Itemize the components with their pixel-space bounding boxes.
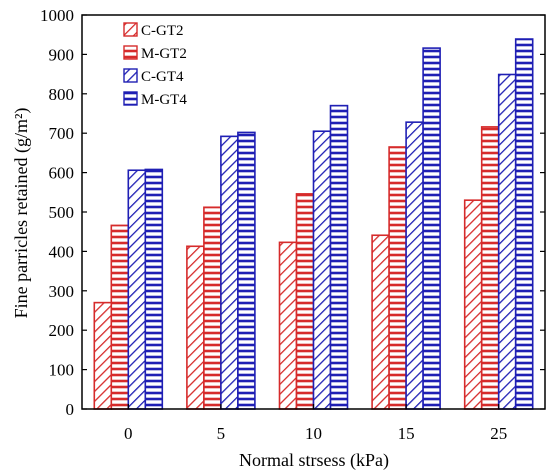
bar-m-gt2-0 [110, 224, 130, 410]
legend-label-m-gt2: M-GT2 [141, 46, 187, 62]
bar-c-gt2-25 [463, 199, 483, 410]
bar-m-gt4-5 [237, 131, 256, 410]
y-tick-label: 300 [49, 282, 75, 301]
y-tick-label: 700 [49, 124, 75, 143]
legend-swatch-m-gt2 [123, 45, 138, 60]
legend-swatch-c-gt2 [123, 22, 138, 37]
y-tick-label: 400 [49, 242, 75, 261]
bar-c-gt4-15 [405, 121, 424, 410]
x-tick-label: 15 [398, 424, 415, 443]
y-tick-label: 1000 [40, 6, 74, 25]
x-tick-label: 5 [217, 424, 226, 443]
y-tick-label: 0 [66, 400, 75, 419]
legend-label-c-gt2: C-GT2 [141, 23, 184, 39]
bar-c-gt4-10 [312, 130, 332, 410]
legend: C-GT2 M-GT2 C-GT4 M-GT4 [123, 22, 187, 108]
bar-c-gt2-5 [186, 245, 205, 410]
axes-group: 0 100 200 300 400 500 600 700 800 900 1000 0 5 10 15 25 [40, 6, 546, 443]
bar-c-gt4-25 [497, 73, 517, 410]
bar-m-gt4-10 [329, 104, 349, 410]
bar-c-gt2-15 [371, 234, 390, 410]
bar-m-gt2-10 [295, 193, 315, 410]
bar-m-gt4-25 [514, 38, 534, 410]
x-tick-label: 25 [490, 424, 507, 443]
y-tick-label: 100 [49, 361, 75, 380]
y-tick-label: 800 [49, 85, 75, 104]
bar-c-gt2-0 [93, 301, 113, 410]
bar-c-gt4-5 [220, 135, 239, 410]
bar-c-gt2-10 [278, 241, 298, 410]
y-tick-label: 600 [49, 164, 75, 183]
legend-swatch-c-gt4 [123, 68, 138, 83]
x-tick-label: 0 [124, 424, 133, 443]
x-axis-label: Normal strsess (kPa) [239, 450, 389, 471]
x-tick-label: 10 [305, 424, 322, 443]
y-axis-label: Fine parricles retained (g/m²) [11, 108, 32, 319]
legend-swatch-m-gt4 [123, 91, 138, 106]
bars-group [93, 38, 534, 410]
bar-m-gt2-5 [203, 206, 222, 410]
legend-label-c-gt4: C-GT4 [141, 69, 184, 85]
bar-m-gt4-15 [422, 47, 441, 410]
bar-m-gt2-15 [388, 146, 407, 410]
y-tick-label: 500 [49, 203, 75, 222]
y-tick-label: 900 [49, 45, 75, 64]
legend-label-m-gt4: M-GT4 [141, 92, 187, 108]
y-tick-label: 200 [49, 321, 75, 340]
bar-m-gt4-0 [144, 168, 164, 410]
bar-m-gt2-25 [480, 126, 500, 410]
bar-c-gt4-0 [127, 169, 147, 410]
